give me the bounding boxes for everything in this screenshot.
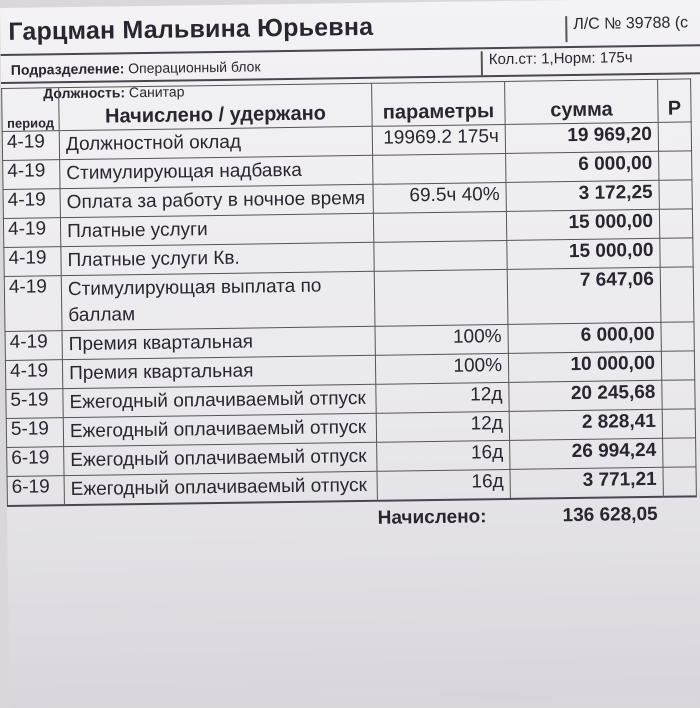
row-period: 4-19 [3, 246, 62, 277]
row-label: Стимулирующая надбавка [59, 155, 373, 189]
row-period: 4-19 [5, 359, 63, 390]
row-period: 4-19 [5, 330, 63, 361]
row-params: 69.5ч 40% [372, 182, 507, 214]
col-extra: Р [657, 78, 692, 123]
row-period: 4-19 [3, 188, 61, 219]
rate-info: Кол.ст: 1,Норм: 175ч [480, 49, 633, 76]
row-extra [658, 150, 692, 181]
row-sum: 6 000,00 [507, 322, 662, 354]
row-label: Ежегодный оплачиваемый отпуск [64, 471, 378, 506]
row-sum: 3 771,21 [509, 467, 664, 499]
row-period: 4-19 [2, 130, 60, 161]
row-params: 19969.2 175ч [372, 124, 506, 156]
row-label: Премия квартальная [62, 326, 376, 360]
department-label: Подразделение: [10, 60, 125, 78]
row-params: 100% [375, 353, 509, 385]
employee-name: Гарцман Мальвина Юрьевна [8, 12, 374, 46]
row-params: 16д [377, 469, 511, 501]
row-period: 4-19 [4, 275, 63, 332]
row-sum: 26 994,24 [509, 438, 663, 470]
row-label: Ежегодный оплачиваемый отпуск [62, 384, 377, 418]
row-params [373, 240, 508, 272]
row-sum: 10 000,00 [508, 351, 662, 383]
row-extra [661, 379, 696, 410]
row-period: 5-19 [5, 388, 64, 419]
row-label: Ежегодный оплачиваемый отпуск [63, 413, 377, 447]
row-params: 12д [375, 382, 510, 414]
col-accrued: Начислено / удержано [58, 83, 373, 131]
row-period: 6-19 [6, 446, 65, 477]
row-period: 5-19 [6, 417, 64, 448]
row-extra [661, 350, 695, 381]
row-extra [659, 208, 693, 239]
row-sum: 2 828,41 [509, 409, 663, 441]
row-sum: 15 000,00 [506, 238, 661, 270]
account-number: Л/С № 39788 (с [565, 14, 689, 43]
col-period: период [1, 87, 60, 132]
row-period: 4-19 [3, 217, 61, 248]
row-extra [660, 266, 694, 323]
department: Подразделение: Операционный блок [11, 58, 261, 77]
row-sum: 3 172,25 [505, 180, 660, 212]
row-label: Оплата за работу в ночное время [60, 184, 374, 218]
row-sum: 19 969,20 [505, 122, 659, 154]
col-sum: сумма [504, 79, 659, 125]
row-params: 12д [376, 411, 510, 443]
row-extra [662, 408, 696, 439]
row-extra [662, 466, 697, 497]
row-period: 4-19 [2, 159, 61, 190]
row-params: 16д [376, 440, 510, 472]
row-sum: 15 000,00 [506, 209, 660, 241]
row-params [374, 269, 508, 327]
row-label: Ежегодный оплачиваемый отпуск [63, 442, 378, 476]
total-value: 136 628,05 [562, 503, 658, 527]
row-label: Премия квартальная [62, 355, 376, 389]
row-extra [662, 437, 696, 468]
accruals-table: период Начислено / удержано параметры су… [1, 78, 697, 536]
col-params: параметры [371, 81, 506, 127]
row-label: Платные услуги Кв. [60, 242, 375, 276]
row-sum: 7 647,06 [507, 267, 661, 325]
row-extra [658, 121, 692, 152]
row-sum: 6 000,00 [505, 151, 659, 183]
total-label: Начислено: [377, 506, 487, 529]
row-label: Стимулирующая выплата по баллам [61, 271, 375, 331]
row-params [372, 153, 506, 185]
department-value: Операционный блок [128, 58, 261, 77]
row-params: 100% [374, 324, 509, 356]
row-sum: 20 245,68 [508, 380, 663, 412]
row-label: Должностной оклад [59, 126, 373, 160]
row-label: Платные услуги [60, 213, 374, 247]
row-params [373, 211, 507, 243]
row-period: 6-19 [7, 475, 65, 506]
row-extra [659, 237, 694, 268]
row-extra [660, 321, 695, 352]
row-extra [658, 179, 693, 210]
table-row: 4-19 Стимулирующая выплата по баллам 7 647… [4, 266, 694, 332]
